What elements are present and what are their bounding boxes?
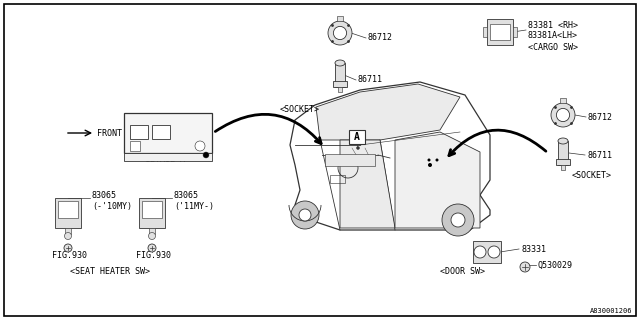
Bar xyxy=(65,228,71,234)
Circle shape xyxy=(203,152,209,158)
Circle shape xyxy=(474,246,486,258)
Circle shape xyxy=(428,163,432,167)
Bar xyxy=(483,27,487,37)
Bar xyxy=(325,154,375,166)
Bar xyxy=(337,16,343,21)
Circle shape xyxy=(148,233,156,239)
Polygon shape xyxy=(340,140,395,228)
Bar xyxy=(338,87,342,92)
Bar xyxy=(490,24,510,40)
Circle shape xyxy=(299,209,311,221)
Bar xyxy=(335,63,345,87)
Circle shape xyxy=(520,262,530,272)
Text: FIG.930: FIG.930 xyxy=(136,251,171,260)
Polygon shape xyxy=(290,82,490,230)
Circle shape xyxy=(551,103,575,127)
Text: (-'10MY): (-'10MY) xyxy=(92,203,132,212)
Bar xyxy=(55,198,81,228)
Polygon shape xyxy=(395,132,480,228)
Bar xyxy=(330,175,345,183)
Text: FIG.930: FIG.930 xyxy=(52,251,87,260)
Text: Q530029: Q530029 xyxy=(538,260,573,269)
Circle shape xyxy=(435,158,438,162)
Ellipse shape xyxy=(558,138,568,144)
Bar xyxy=(124,113,212,153)
Circle shape xyxy=(65,233,72,239)
Bar xyxy=(130,125,148,139)
Bar xyxy=(124,153,212,161)
Text: ('11MY-): ('11MY-) xyxy=(174,203,214,212)
Text: 86711: 86711 xyxy=(358,76,383,84)
Bar xyxy=(333,81,347,87)
Text: FRONT: FRONT xyxy=(97,129,122,138)
Circle shape xyxy=(64,244,72,252)
Text: <DOOR SW>: <DOOR SW> xyxy=(440,268,486,276)
Bar xyxy=(142,201,162,218)
Text: 83381 <RH>: 83381 <RH> xyxy=(528,21,578,30)
Circle shape xyxy=(488,246,500,258)
Circle shape xyxy=(291,201,319,229)
Bar xyxy=(561,165,565,170)
Bar xyxy=(130,141,140,151)
Text: A: A xyxy=(354,132,360,142)
Text: 86712: 86712 xyxy=(368,34,393,43)
Text: <CARGO SW>: <CARGO SW> xyxy=(528,44,578,52)
Bar xyxy=(473,241,501,263)
Text: <SOCKET>: <SOCKET> xyxy=(572,171,612,180)
Circle shape xyxy=(428,158,431,162)
Text: DETAIL'A': DETAIL'A' xyxy=(145,156,191,164)
Circle shape xyxy=(148,244,156,252)
Ellipse shape xyxy=(335,60,345,66)
FancyBboxPatch shape xyxy=(349,130,365,144)
Text: <SEAT HEATER SW>: <SEAT HEATER SW> xyxy=(70,268,150,276)
Bar xyxy=(149,228,155,234)
Bar xyxy=(513,27,517,37)
Circle shape xyxy=(195,141,205,151)
Text: 83065: 83065 xyxy=(92,191,117,201)
Bar xyxy=(487,19,513,45)
Bar xyxy=(556,159,570,165)
Text: 83065: 83065 xyxy=(174,191,199,201)
Bar xyxy=(560,98,566,103)
Circle shape xyxy=(556,108,570,122)
Text: 83331: 83331 xyxy=(521,244,546,253)
Text: <SOCKET>: <SOCKET> xyxy=(280,106,320,115)
Circle shape xyxy=(442,204,474,236)
Text: A830001206: A830001206 xyxy=(589,308,632,314)
Text: 83381A<LH>: 83381A<LH> xyxy=(528,31,578,41)
Circle shape xyxy=(451,213,465,227)
Text: 86711: 86711 xyxy=(588,150,613,159)
Bar xyxy=(58,201,78,218)
Bar xyxy=(139,198,165,228)
Text: 86712: 86712 xyxy=(588,113,613,122)
Circle shape xyxy=(333,26,347,40)
Bar xyxy=(558,141,568,165)
Circle shape xyxy=(356,147,360,149)
Polygon shape xyxy=(316,84,460,140)
Circle shape xyxy=(328,21,352,45)
Bar xyxy=(152,125,170,139)
